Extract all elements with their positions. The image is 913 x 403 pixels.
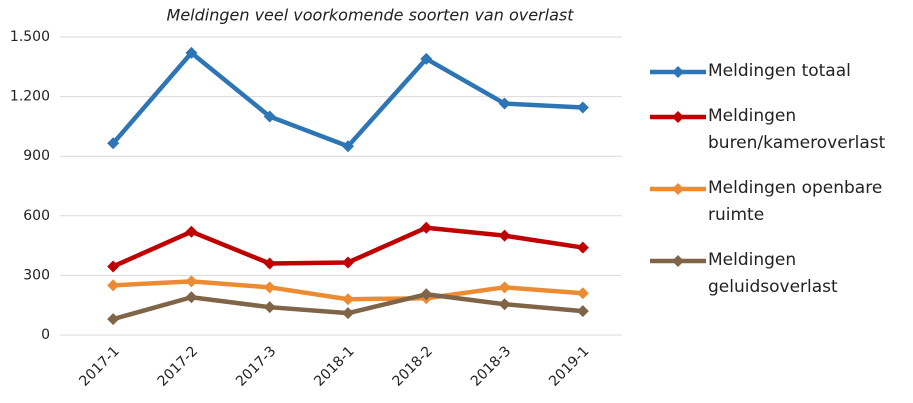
legend-item: Meldingen buren/kameroverlast [648,103,910,157]
data-point [342,140,354,153]
data-point [263,110,276,123]
legend-label: Meldingen totaal [708,61,851,81]
legend-marker [650,255,706,267]
data-point [263,281,276,294]
legend-item: Meldingen openbare ruimte [648,175,910,229]
y-tick-label: 900 [23,148,50,164]
data-point [185,46,198,59]
legend: Meldingen totaal Meldingen buren/kamerove… [648,58,910,319]
data-point [107,137,120,150]
data-point [576,305,589,318]
legend-label: Meldingen buren/kameroverlast [708,106,886,153]
x-tick-label: 2018-1 [311,343,357,389]
data-point [498,298,511,311]
data-point [185,225,198,238]
data-point [263,301,276,314]
legend-marker [650,111,706,123]
x-tick-label: 2018-2 [390,343,436,389]
legend-diamond [672,66,684,78]
y-tick-label: 0 [41,327,50,343]
data-point [420,52,433,65]
data-point [107,313,120,326]
x-tick-label: 2017-1 [76,343,122,389]
x-tick-label: 2019-1 [546,343,592,389]
data-point [107,260,120,273]
x-tick-label: 2017-2 [155,343,201,389]
x-tick-label: 2018-3 [468,343,514,389]
series-line [111,50,583,149]
data-point [498,281,511,294]
legend-item: Meldingen totaal [648,58,910,85]
legend-label: Meldingen openbare ruimte [708,178,883,225]
data-point [263,257,276,270]
data-point [576,287,589,300]
y-tick-label: 300 [23,267,50,283]
data-point [420,288,433,301]
legend-label: Meldingen geluidsoverlast [708,250,838,297]
legend-diamond [672,183,684,195]
data-point [342,256,354,269]
data-point [576,101,589,114]
chart-title: Meldingen veel voorkomende soorten van o… [167,6,575,25]
legend-diamond [672,255,684,267]
legend-item: Meldingen geluidsoverlast [648,247,910,301]
data-point [185,275,198,288]
data-point [576,241,589,254]
data-point [498,229,511,242]
data-point [342,307,354,320]
y-tick-label: 1.500 [10,29,50,45]
y-tick-label: 1.200 [10,89,50,105]
data-point [498,97,511,110]
x-tick-label: 2017-3 [233,343,279,389]
data-point [185,291,198,304]
legend-marker [650,66,706,78]
data-point [342,293,354,306]
y-tick-label: 600 [23,208,50,224]
data-point [420,221,433,234]
data-point [107,279,120,292]
legend-diamond [672,111,684,123]
legend-marker [650,183,706,195]
